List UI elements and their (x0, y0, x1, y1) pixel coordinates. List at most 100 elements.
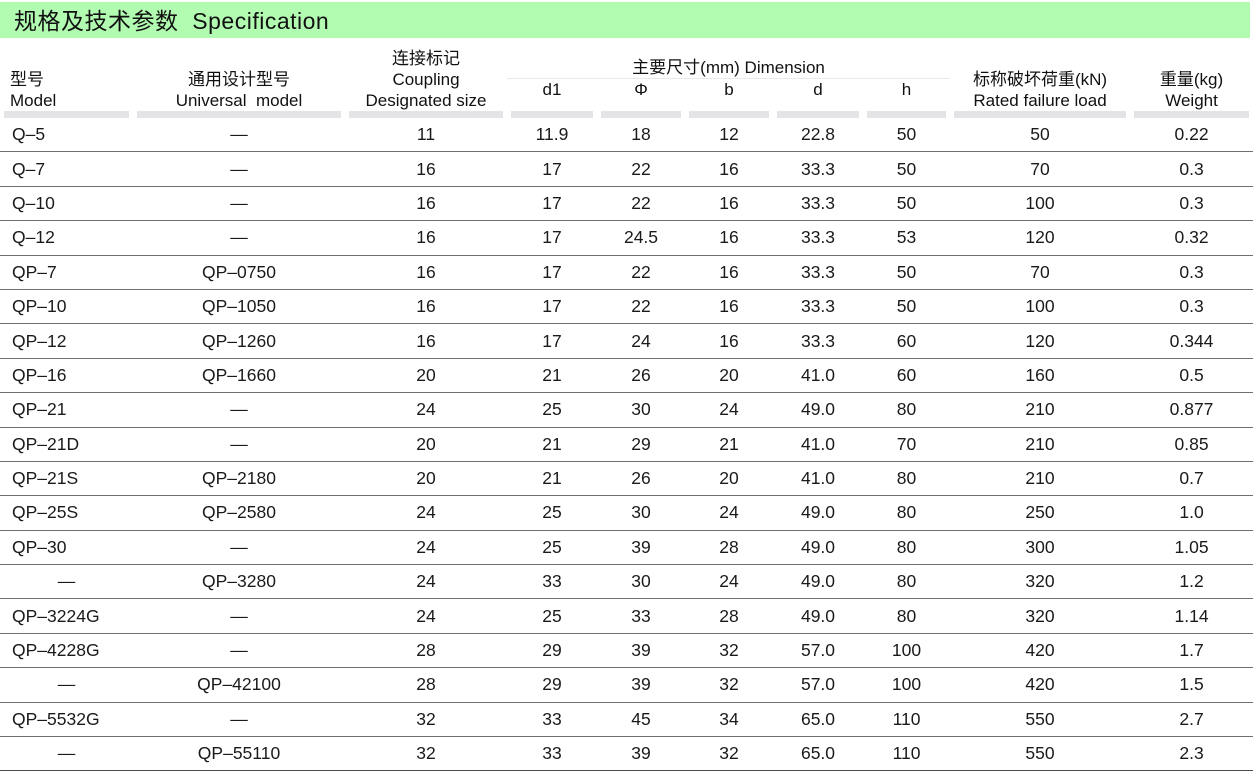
cell-h: 80 (863, 392, 951, 428)
specification-table-container: 型号 Model 通用设计型号 Universal model 连接标记 Cou… (0, 40, 1253, 771)
cell-rated-failure-load: 320 (950, 564, 1131, 600)
cell-coupling: 11 (345, 118, 507, 153)
cell-universal-model: — (133, 702, 345, 738)
header-rule-seg (950, 111, 1130, 118)
cell-phi: 39 (597, 667, 685, 703)
cell-weight: 0.3 (1130, 255, 1253, 290)
cell-coupling: 16 (345, 255, 507, 290)
header-rule-seg (685, 111, 773, 118)
cell-h: 60 (863, 358, 951, 394)
cell-universal-model: QP–0750 (133, 255, 345, 290)
cell-universal-model: — (133, 598, 345, 634)
cell-d1: 25 (507, 495, 597, 531)
header-rated-failure-load: 标称破坏荷重(kN) Rated failure load (950, 40, 1130, 111)
specification-title-bar: 规格及技术参数 Specification (0, 2, 1250, 38)
cell-model: Q–5 (0, 118, 133, 153)
cell-model: — (0, 667, 133, 703)
cell-phi: 45 (597, 702, 685, 738)
header-coupling-cn: 连接标记 (392, 49, 460, 68)
cell-h: 50 (863, 186, 951, 222)
cell-coupling: 20 (345, 461, 507, 497)
cell-d1: 17 (507, 186, 597, 222)
cell-d1: 17 (507, 255, 597, 290)
cell-phi: 26 (597, 461, 685, 497)
cell-b: 16 (685, 186, 773, 222)
cell-h: 80 (863, 564, 951, 600)
cell-rated-failure-load: 50 (950, 118, 1131, 153)
cell-b: 20 (685, 358, 773, 394)
cell-coupling: 32 (345, 736, 507, 771)
cell-phi: 22 (597, 255, 685, 290)
cell-phi: 22 (597, 289, 685, 325)
cell-b: 24 (685, 392, 773, 428)
cell-universal-model: QP–3280 (133, 564, 345, 600)
cell-coupling: 16 (345, 220, 507, 256)
header-b: b (724, 80, 734, 99)
cell-d: 41.0 (773, 461, 863, 497)
header-universal-model-en: Universal model (175, 91, 303, 110)
cell-d: 57.0 (773, 667, 863, 703)
cell-rated-failure-load: 420 (950, 667, 1131, 703)
cell-d: 41.0 (773, 358, 863, 394)
cell-phi: 39 (597, 633, 685, 669)
cell-phi: 18 (597, 118, 685, 153)
header-coupling-en1: Coupling (392, 70, 460, 89)
cell-universal-model: QP–1660 (133, 358, 345, 394)
cell-d1: 33 (507, 702, 597, 738)
table-row: — QP–42100 28 29 39 32 57.0 100 420 1.5 (0, 667, 1253, 703)
cell-phi: 29 (597, 427, 685, 462)
cell-rated-failure-load: 250 (950, 495, 1131, 531)
cell-weight: 0.22 (1130, 118, 1253, 153)
cell-universal-model: — (133, 151, 345, 187)
cell-phi: 24.5 (597, 220, 685, 256)
table-body: Q–5—11 11.9 18 12 22.8 50 50 0.22 Q–7—16 17 22 16 33… (0, 118, 1253, 771)
cell-b: 32 (685, 667, 773, 703)
table-row: Q–5—11 11.9 18 12 22.8 50 50 0.22 (0, 118, 1253, 153)
cell-model: QP–16 (0, 358, 133, 394)
cell-rated-failure-load: 70 (950, 255, 1131, 290)
cell-coupling: 24 (345, 564, 507, 600)
cell-b: 16 (685, 220, 773, 256)
cell-universal-model: — (133, 427, 345, 462)
cell-rated-failure-load: 100 (950, 289, 1131, 325)
cell-universal-model: QP–1260 (133, 323, 345, 359)
cell-weight: 0.3 (1130, 186, 1253, 222)
cell-coupling: 24 (345, 598, 507, 634)
cell-d: 33.3 (773, 151, 863, 187)
header-rule (0, 111, 1253, 118)
table-row: — QP–3280 24 33 30 24 49.0 80 320 1.2 (0, 564, 1253, 600)
table-row: QP–5532G —32 33 45 34 65.0 110 550 2.7 (0, 702, 1253, 738)
cell-weight: 0.344 (1130, 323, 1253, 359)
table-row: QP–21S QP–2180 20 21 26 20 41.0 80 210 0.7 (0, 461, 1253, 497)
header-d: d (813, 80, 823, 99)
cell-d1: 33 (507, 736, 597, 771)
cell-h: 50 (863, 151, 951, 187)
header-weight: 重量(kg) Weight (1130, 40, 1253, 111)
cell-weight: 1.0 (1130, 495, 1253, 531)
cell-weight: 0.3 (1130, 289, 1253, 325)
cell-rated-failure-load: 550 (950, 702, 1131, 738)
cell-d1: 21 (507, 461, 597, 497)
header-rated-failure-load-cn: 标称破坏荷重(kN) (972, 70, 1108, 89)
cell-b: 32 (685, 736, 773, 771)
table-row: Q–7—16 17 22 16 33.3 50 70 0.3 (0, 151, 1253, 187)
cell-h: 110 (863, 736, 951, 771)
cell-b: 28 (685, 598, 773, 634)
cell-d: 33.3 (773, 323, 863, 359)
cell-d1: 29 (507, 667, 597, 703)
cell-model: QP–21D (0, 427, 133, 462)
header-coupling: 连接标记 Coupling Designated size (345, 40, 507, 111)
cell-model: Q–7 (0, 151, 133, 187)
cell-rated-failure-load: 70 (950, 151, 1131, 187)
cell-rated-failure-load: 120 (950, 220, 1131, 256)
table-row: QP–7 QP–0750 16 17 22 16 33.3 50 70 0.3 (0, 255, 1253, 290)
header-dimension-group: 主要尺寸(mm) Dimension (507, 40, 951, 79)
cell-d: 33.3 (773, 220, 863, 256)
cell-d1: 21 (507, 427, 597, 462)
table-row: — QP–55110 32 33 39 32 65.0 110 550 2.3 (0, 736, 1253, 771)
header-rule-seg (863, 111, 950, 118)
cell-coupling: 28 (345, 633, 507, 669)
cell-weight: 0.7 (1130, 461, 1253, 497)
cell-d: 33.3 (773, 289, 863, 325)
specification-table: 型号 Model 通用设计型号 Universal model 连接标记 Cou… (0, 40, 1253, 771)
